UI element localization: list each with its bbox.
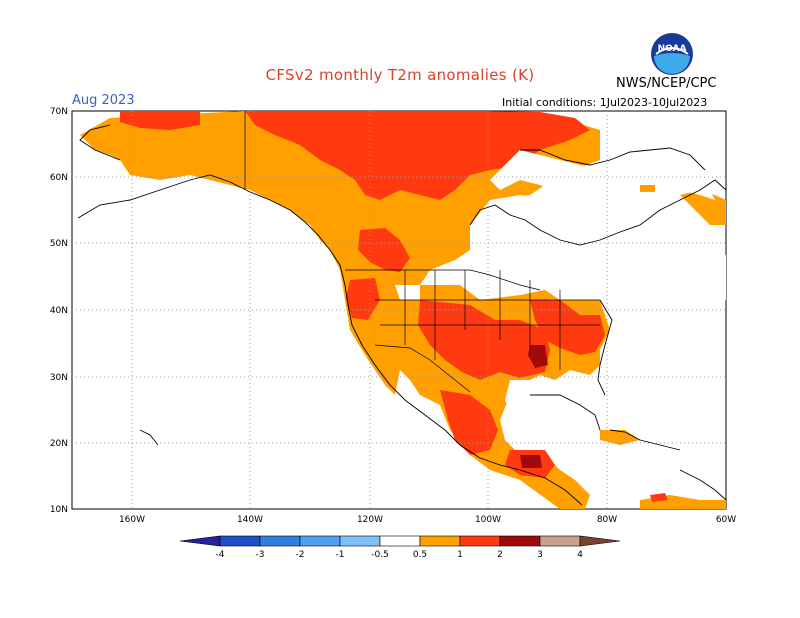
agency-label: NWS/NCEP/CPC xyxy=(616,76,717,91)
colorbar xyxy=(179,535,621,547)
lon-label: 80W xyxy=(597,515,617,525)
logo-text: NOAA xyxy=(658,44,687,54)
lat-label: 10N xyxy=(50,505,68,515)
graticule xyxy=(72,111,726,509)
colorbar-segment xyxy=(339,535,381,547)
colorbar-tick-label: -0.5 xyxy=(371,550,389,560)
anomaly-region-darkred xyxy=(520,345,548,468)
colorbar-segment xyxy=(179,535,221,547)
colorbar-segment xyxy=(459,535,501,547)
lat-label: 60N xyxy=(50,173,68,183)
colorbar-tick-label: -4 xyxy=(216,550,225,560)
noaa-logo: NOAA xyxy=(650,32,694,80)
colorbar-segment xyxy=(579,535,621,547)
anomaly-fill-layer xyxy=(80,111,726,509)
lon-label: 140W xyxy=(237,515,263,525)
colorbar-tick-label: 1 xyxy=(457,550,463,560)
colorbar-labels: -4 -3 -2 -1 -0.5 0.5 1 2 3 4 xyxy=(216,550,584,560)
colorbar-tick-label: -1 xyxy=(336,550,345,560)
colorbar-tick-label: 2 xyxy=(497,550,503,560)
lon-label: 100W xyxy=(475,515,501,525)
lat-label: 20N xyxy=(50,439,68,449)
map-title: CFSv2 monthly T2m anomalies (K) xyxy=(265,66,535,84)
anomaly-region-red xyxy=(245,111,590,200)
lat-label: 40N xyxy=(50,306,68,316)
colorbar-tick-label: 4 xyxy=(577,550,583,560)
colorbar-segment xyxy=(299,535,341,547)
lon-label: 160W xyxy=(119,515,145,525)
colorbar-tick-label: -3 xyxy=(256,550,265,560)
lat-label: 50N xyxy=(50,239,68,249)
lat-label: 70N xyxy=(50,107,68,117)
coastlines xyxy=(77,124,726,506)
colorbar-segment xyxy=(219,535,261,547)
political-borders xyxy=(244,111,600,393)
colorbar-tick-label: 0.5 xyxy=(413,550,427,560)
colorbar-segment xyxy=(539,535,581,547)
initial-conditions-label: Initial conditions: 1Jul2023-10Jul2023 xyxy=(502,96,708,109)
colorbar-segment xyxy=(259,535,301,547)
lon-label: 60W xyxy=(716,515,736,525)
colorbar-tick-label: 3 xyxy=(537,550,543,560)
colorbar-segment xyxy=(419,535,461,547)
colorbar-tick-label: -2 xyxy=(296,550,305,560)
lon-label: 120W xyxy=(357,515,383,525)
colorbar-segment xyxy=(499,535,541,547)
colorbar-segment xyxy=(379,535,421,547)
period-label: Aug 2023 xyxy=(72,93,135,108)
lat-label: 30N xyxy=(50,373,68,383)
